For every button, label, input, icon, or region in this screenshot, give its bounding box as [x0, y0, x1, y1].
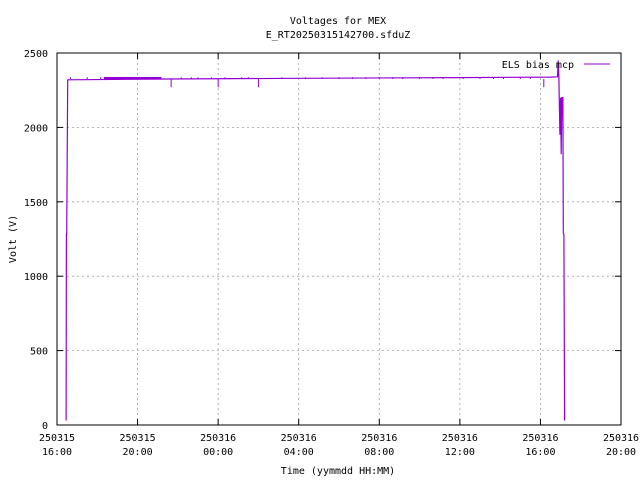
y-tick-label: 2500 — [24, 49, 48, 60]
x-tick-label-date: 250316 — [522, 433, 558, 444]
x-tick-label-time: 16:00 — [42, 447, 72, 458]
y-tick-label: 2000 — [24, 123, 48, 134]
y-tick-label: 1500 — [24, 198, 48, 209]
x-tick-label-date: 250316 — [281, 433, 317, 444]
legend: ELS bias mcp — [502, 60, 610, 71]
series-group — [65, 60, 566, 421]
x-tick-label-time: 12:00 — [445, 447, 475, 458]
y-tick-label: 500 — [30, 347, 48, 358]
x-tick-label-time: 16:00 — [525, 447, 555, 458]
x-axis-label: Time (yymmdd HH:MM) — [281, 466, 395, 477]
x-tick-label-date: 250316 — [603, 433, 639, 444]
series-line — [65, 60, 566, 421]
chart-subtitle: E_RT20250315142700.sfduZ — [266, 30, 411, 41]
y-axis-label: Volt (V) — [8, 215, 19, 263]
x-tick-label-time: 04:00 — [284, 447, 314, 458]
grid-lines — [57, 53, 621, 425]
y-tick-label: 0 — [42, 421, 48, 432]
x-tick-label-time: 00:00 — [203, 447, 233, 458]
x-tick-label-date: 250316 — [200, 433, 236, 444]
chart-title: Voltages for MEX — [290, 16, 386, 27]
series-dense-segment — [104, 76, 162, 80]
plot-frame — [56, 52, 622, 426]
x-tick-label-date: 250315 — [39, 433, 75, 444]
x-tick-label-time: 20:00 — [606, 447, 636, 458]
legend-label: ELS bias mcp — [502, 60, 574, 71]
y-tick-label: 1000 — [24, 272, 48, 283]
x-tick-label-date: 250316 — [442, 433, 478, 444]
x-tick-label-date: 250315 — [120, 433, 156, 444]
x-tick-label-time: 08:00 — [364, 447, 394, 458]
x-tick-label-time: 20:00 — [123, 447, 153, 458]
x-tick-label-date: 250316 — [361, 433, 397, 444]
